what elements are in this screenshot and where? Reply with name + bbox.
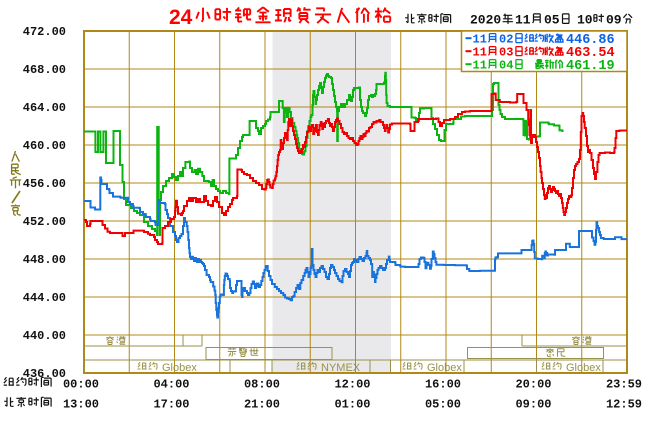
svg-text:11: 11: [515, 13, 531, 28]
svg-text:05:00: 05:00: [425, 398, 461, 412]
svg-text:461.19: 461.19: [566, 59, 615, 74]
svg-text:460.00: 460.00: [23, 139, 66, 153]
svg-text:NYMEX: NYMEX: [321, 362, 361, 374]
svg-text:09: 09: [606, 13, 622, 28]
svg-text:456.00: 456.00: [23, 177, 66, 191]
svg-text:11: 11: [473, 32, 487, 46]
svg-text:02: 02: [499, 32, 513, 46]
svg-text:13:00: 13:00: [63, 398, 99, 412]
svg-text:04: 04: [499, 58, 513, 72]
svg-text:04:00: 04:00: [153, 378, 189, 392]
svg-text:Globex: Globex: [566, 362, 601, 374]
svg-text:12:00: 12:00: [334, 378, 370, 392]
svg-text:11: 11: [473, 58, 487, 72]
svg-text:20:00: 20:00: [515, 378, 551, 392]
svg-text:03: 03: [499, 45, 513, 59]
svg-text:Globex: Globex: [162, 362, 197, 374]
svg-text:16:00: 16:00: [425, 378, 461, 392]
svg-text:09:00: 09:00: [515, 398, 551, 412]
svg-text:01:00: 01:00: [334, 398, 370, 412]
svg-text:08:00: 08:00: [244, 378, 280, 392]
svg-text:436.00: 436.00: [23, 367, 66, 381]
svg-text:23:59: 23:59: [606, 378, 642, 392]
svg-text:464.00: 464.00: [23, 101, 66, 115]
svg-text:2020: 2020: [470, 13, 501, 28]
svg-text:472.00: 472.00: [23, 25, 66, 39]
svg-text:446.86: 446.86: [566, 33, 615, 48]
svg-text:12:59: 12:59: [606, 398, 642, 412]
svg-text:00:00: 00:00: [63, 378, 99, 392]
svg-text:11: 11: [473, 45, 487, 59]
svg-text:440.00: 440.00: [23, 329, 66, 343]
svg-text:444.00: 444.00: [23, 291, 66, 305]
svg-text:21:00: 21:00: [244, 398, 280, 412]
svg-text:468.00: 468.00: [23, 63, 66, 77]
svg-text:17:00: 17:00: [153, 398, 189, 412]
svg-text:Globex: Globex: [427, 362, 462, 374]
svg-text:05: 05: [544, 13, 560, 28]
svg-text:448.00: 448.00: [23, 253, 66, 267]
svg-text:452.00: 452.00: [23, 215, 66, 229]
svg-text:24: 24: [169, 6, 193, 29]
svg-text:10: 10: [577, 13, 593, 28]
svg-text:463.54: 463.54: [566, 46, 615, 61]
